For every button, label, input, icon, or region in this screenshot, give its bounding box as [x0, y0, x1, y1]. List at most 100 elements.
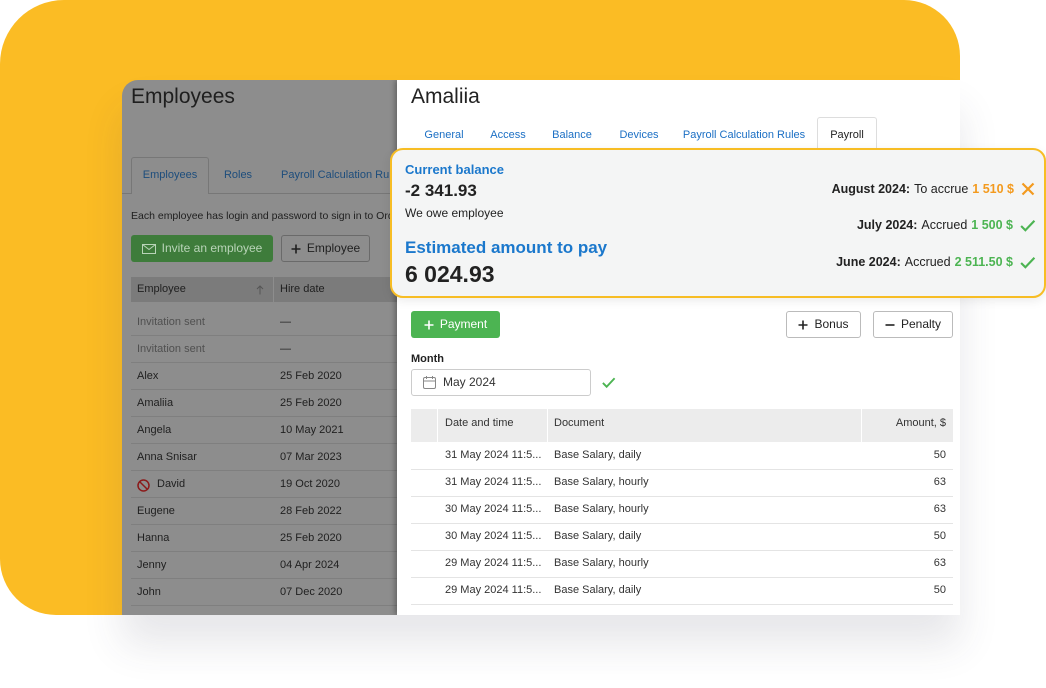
tab[interactable]: Payroll Calculation Rule — [281, 169, 398, 181]
current-balance-note: We owe employee — [405, 206, 504, 220]
employee-name[interactable]: Jenny — [137, 559, 167, 571]
column-header: Date and time — [445, 417, 514, 429]
button-label: Penalty — [900, 317, 942, 331]
balance-card: Current balance -2 341.93 We owe employee E… — [390, 148, 1046, 298]
envelope-flap — [141, 243, 156, 250]
check-path — [602, 377, 616, 389]
column-separator — [861, 409, 862, 442]
plus — [291, 244, 301, 254]
hire-date: 07 Dec 2020 — [280, 586, 343, 598]
status-icon — [1020, 181, 1036, 197]
column-header: Hire date — [280, 283, 325, 295]
row-divider — [411, 469, 953, 470]
button-label: Invite an employee — [161, 241, 263, 255]
amount: 1 510 $ — [972, 182, 1014, 196]
sort-arrow — [256, 277, 268, 302]
minus-icon — [885, 323, 895, 326]
employee-name[interactable]: Angela — [137, 424, 172, 436]
tab[interactable]: Balance — [552, 129, 592, 141]
status: To accrue — [914, 182, 969, 196]
document: Base Salary, daily — [554, 449, 642, 461]
plus-icon — [291, 244, 301, 253]
amount: 63 — [933, 557, 946, 569]
employee-name[interactable]: Hanna — [137, 532, 170, 544]
tab[interactable]: Payroll Calculation Rules — [682, 129, 806, 141]
invite-button[interactable]: Invite an employee — [131, 235, 273, 262]
date-time[interactable]: 31 May 2024 11:5... — [445, 449, 542, 461]
date-time[interactable]: 29 May 2024 11:5... — [445, 584, 542, 596]
minus — [885, 320, 895, 330]
check-path — [1020, 219, 1036, 232]
blocked — [137, 478, 150, 492]
active-tab — [131, 157, 209, 194]
employee-name[interactable]: Eugene — [137, 505, 175, 517]
blocked-icon — [137, 472, 151, 498]
column-header: Amount, $ — [895, 417, 946, 429]
amount: 63 — [933, 476, 946, 488]
date-time[interactable]: 30 May 2024 11:5... — [445, 503, 542, 515]
amount: 50 — [933, 584, 946, 596]
row-divider — [131, 470, 397, 471]
row-divider — [411, 496, 953, 497]
hire-date: 07 Mar 2023 — [280, 451, 342, 463]
blocked-circle — [137, 478, 150, 492]
date-time[interactable]: 30 May 2024 11:5... — [445, 530, 542, 542]
add-employee-button[interactable]: Employee — [281, 235, 370, 262]
estimated-label: Estimated amount to pay — [405, 238, 608, 257]
hire-date: 28 Feb 2022 — [280, 505, 342, 517]
employee-name[interactable]: Anna Snisar — [137, 451, 197, 463]
month-name: July 2024: — [856, 218, 918, 232]
month-input[interactable]: May 2024 — [411, 369, 591, 396]
penalty-button[interactable]: Penalty — [873, 311, 953, 338]
column-header: Employee — [137, 283, 186, 295]
button-label: Employee — [306, 241, 361, 255]
amount: 2 511.50 $ — [954, 255, 1013, 269]
plus-icon — [424, 320, 434, 329]
row-divider — [131, 524, 397, 525]
check — [601, 375, 616, 390]
column-header: Document — [554, 417, 605, 429]
status: Accrued — [904, 255, 951, 269]
hire-date: — — [280, 316, 291, 328]
amount: 50 — [933, 530, 946, 542]
tab[interactable]: General — [424, 129, 464, 141]
column-separator — [273, 277, 274, 302]
month-status: June 2024: Accrued 2 511.50 $ — [702, 252, 1036, 272]
tab[interactable]: Employees — [142, 169, 198, 181]
month-label: Month — [411, 353, 444, 365]
document: Base Salary, hourly — [554, 476, 649, 488]
row-divider — [131, 551, 397, 552]
row-divider — [131, 416, 397, 417]
amount: 63 — [933, 503, 946, 515]
date-time[interactable]: 29 May 2024 11:5... — [445, 557, 542, 569]
tab[interactable]: Access — [490, 129, 526, 141]
check-icon — [602, 377, 616, 389]
employee-name[interactable]: Alex — [137, 370, 159, 382]
employee-name[interactable]: Invitation sent — [137, 316, 205, 328]
row-divider — [131, 389, 397, 390]
tab[interactable]: Roles — [223, 169, 253, 181]
tab[interactable]: Devices — [619, 129, 659, 141]
employee-name[interactable]: Amaliia — [137, 397, 174, 409]
month-status: July 2024: Accrued 1 500 $ — [702, 215, 1036, 235]
row-divider — [131, 362, 397, 363]
document: Base Salary, daily — [554, 530, 642, 542]
status-icon — [1019, 254, 1036, 271]
status-icon — [1019, 217, 1036, 234]
employee-name[interactable]: Invitation sent — [137, 343, 205, 355]
employee-name[interactable]: David — [157, 478, 186, 490]
tab[interactable]: Payroll — [830, 129, 864, 141]
bonus-button[interactable]: Bonus — [786, 311, 861, 338]
hire-date: 10 May 2021 — [280, 424, 344, 436]
date-time[interactable]: 31 May 2024 11:5... — [445, 476, 542, 488]
arrow — [256, 284, 264, 295]
document: Base Salary, hourly — [554, 557, 649, 569]
blocked-svg — [137, 478, 150, 492]
employee-name[interactable]: John — [137, 586, 161, 598]
blocked-bar — [139, 480, 148, 490]
payment-button[interactable]: Payment — [411, 311, 500, 338]
hire-date: 25 Feb 2020 — [280, 370, 342, 382]
row-divider — [131, 443, 397, 444]
arrow-svg — [256, 284, 264, 294]
arrow-path — [256, 284, 264, 294]
